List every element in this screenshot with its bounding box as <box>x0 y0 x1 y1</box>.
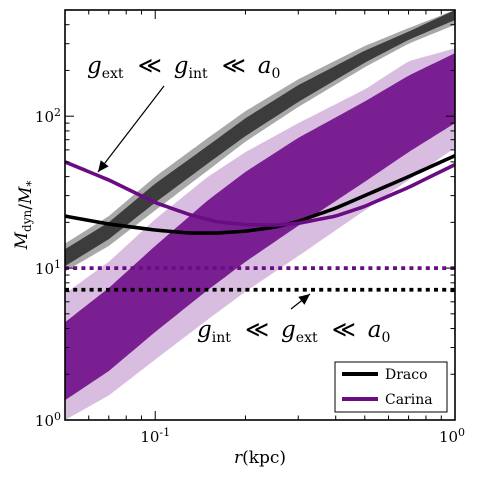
line-draco-solid <box>65 153 455 235</box>
y-tick-label: 100 <box>35 410 61 430</box>
line-carina-solid <box>65 160 455 227</box>
annotation-arrow-upper-head <box>98 160 109 172</box>
legend-label-draco: Draco <box>385 367 428 383</box>
annotation-arrow-upper <box>97 85 165 173</box>
annotations: gext ≪ gint ≪ a0 gint ≪ gext ≪ a0 <box>87 53 393 346</box>
axis-ticks <box>64 9 456 421</box>
legend: Draco Carina <box>334 361 448 413</box>
y-axis-label: Mdyn/M* <box>12 181 38 251</box>
legend-box <box>334 361 448 413</box>
annotation-internal-field-label: gint ≪ gext ≪ a0 <box>197 317 393 346</box>
x-tick-label: 10-1 <box>140 426 170 446</box>
y-tick-label: 101 <box>35 258 61 278</box>
annotation-external-field-label: gext ≪ gint ≪ a0 <box>87 53 283 82</box>
axis-labels: 10-1 100 100 101 102 r(kpc) Mdyn/M* <box>12 106 465 468</box>
y-tick-label: 102 <box>35 106 61 126</box>
legend-label-carina: Carina <box>385 392 433 408</box>
plot-frame <box>64 9 456 421</box>
annotation-arrow-lower-head <box>298 294 310 305</box>
x-axis-label: r(kpc) <box>234 448 286 468</box>
x-tick-label: 100 <box>439 426 465 446</box>
plot-area <box>65 10 455 420</box>
band-draco-inner <box>65 10 455 267</box>
